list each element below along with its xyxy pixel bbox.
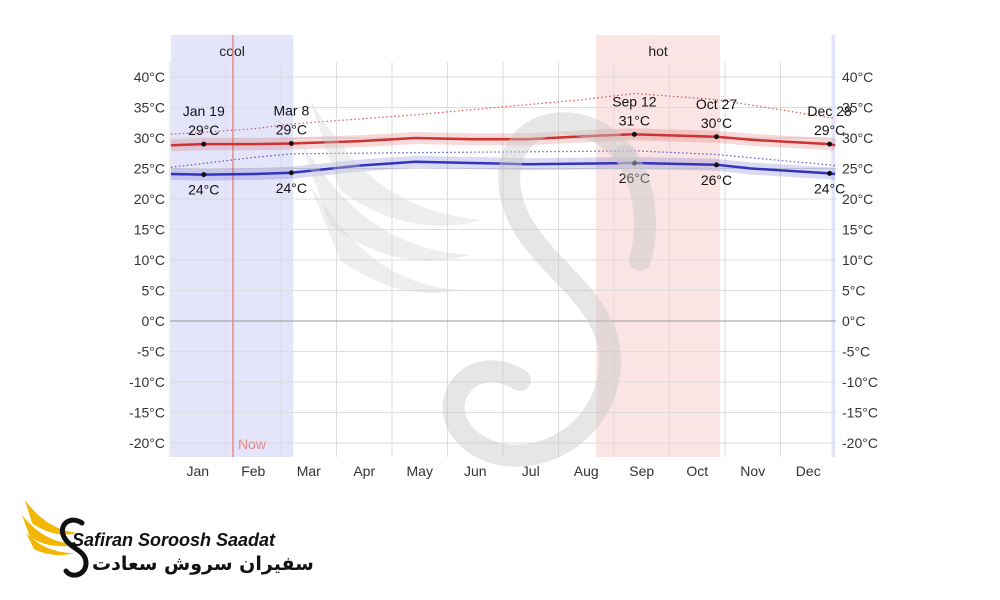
annotation-temp: 29°C	[188, 122, 219, 138]
now-marker-label: Now	[238, 436, 267, 452]
y-tick-label-right: -20°C	[842, 435, 878, 451]
data-point	[713, 134, 719, 140]
season-band	[596, 35, 721, 457]
x-tick-label: Sep	[629, 463, 654, 479]
season-band	[170, 35, 294, 457]
annotation-temp: 29°C	[276, 121, 307, 137]
y-tick-label-right: 20°C	[842, 191, 873, 207]
annotation-date: Sep 12	[612, 93, 657, 109]
y-tick-label-left: 20°C	[134, 191, 165, 207]
data-point	[631, 160, 637, 166]
y-tick-label-left: -15°C	[129, 405, 165, 421]
annotation-temp: 29°C	[814, 122, 845, 138]
x-tick-label: Jan	[186, 463, 209, 479]
brand-name-persian: سفیران سروش سعادت	[92, 553, 314, 575]
x-tick-label: Feb	[241, 463, 265, 479]
season-band	[831, 35, 836, 457]
x-tick-label: Apr	[353, 463, 375, 479]
data-point	[288, 140, 294, 146]
annotation-temp: 24°C	[814, 180, 845, 196]
y-tick-label-right: 10°C	[842, 252, 873, 268]
annotation-temp: 31°C	[619, 112, 650, 128]
y-tick-label-left: 35°C	[134, 100, 165, 116]
annotation-date: Dec 28	[807, 103, 852, 119]
y-tick-label-right: 5°C	[842, 283, 866, 299]
y-tick-label-right: 25°C	[842, 161, 873, 177]
high-line	[170, 133, 836, 147]
annotation-date: Oct 27	[696, 96, 737, 112]
y-tick-label-right: 0°C	[842, 313, 866, 329]
y-tick-label-right: -15°C	[842, 405, 878, 421]
y-tick-label-left: 15°C	[134, 222, 165, 238]
annotation-temp: 24°C	[276, 180, 307, 196]
x-tick-label: Jun	[464, 463, 487, 479]
brand-name-english: Safiran Soroosh Saadat	[72, 530, 276, 550]
annotation-temp: 26°C	[619, 170, 650, 186]
data-point	[827, 170, 833, 176]
x-tick-label: May	[407, 463, 433, 479]
y-tick-label-left: -5°C	[137, 344, 165, 360]
swan-wing-logo-icon	[22, 500, 89, 578]
annotation-temp: 26°C	[701, 172, 732, 188]
season-band-label: hot	[648, 43, 668, 59]
data-point	[631, 131, 637, 137]
annotation-date: Mar 8	[273, 102, 309, 118]
y-tick-label-right: -10°C	[842, 374, 878, 390]
y-tick-label-left: -20°C	[129, 435, 165, 451]
annotation-temp: 30°C	[701, 115, 732, 131]
x-tick-label: Dec	[796, 463, 821, 479]
y-tick-label-right: -5°C	[842, 344, 870, 360]
low-line	[170, 160, 836, 176]
y-tick-label-left: 10°C	[134, 252, 165, 268]
y-tick-label-left: 30°C	[134, 130, 165, 146]
low-p10-line	[170, 150, 836, 168]
data-point	[827, 141, 833, 147]
x-tick-label: Jul	[522, 463, 540, 479]
data-point	[201, 172, 207, 178]
high-p90-line	[170, 92, 836, 135]
y-tick-label-left: 5°C	[142, 283, 166, 299]
y-tick-label-left: 25°C	[134, 161, 165, 177]
data-point	[713, 162, 719, 168]
x-tick-label: Mar	[297, 463, 321, 479]
y-tick-label-right: 30°C	[842, 130, 873, 146]
y-tick-label-right: 40°C	[842, 69, 873, 85]
season-band-label: cool	[219, 43, 245, 59]
y-tick-label-left: 40°C	[134, 69, 165, 85]
annotation-temp: 24°C	[188, 182, 219, 198]
data-point	[201, 141, 207, 147]
annotation-date: Jan 19	[183, 103, 225, 119]
x-tick-label: Oct	[686, 463, 708, 479]
data-point	[288, 170, 294, 176]
y-tick-label-right: 15°C	[842, 222, 873, 238]
y-tick-label-right: 35°C	[842, 100, 873, 116]
y-tick-label-left: -10°C	[129, 374, 165, 390]
x-tick-label: Nov	[740, 463, 765, 479]
y-tick-label-left: 0°C	[142, 313, 166, 329]
x-tick-label: Aug	[574, 463, 599, 479]
